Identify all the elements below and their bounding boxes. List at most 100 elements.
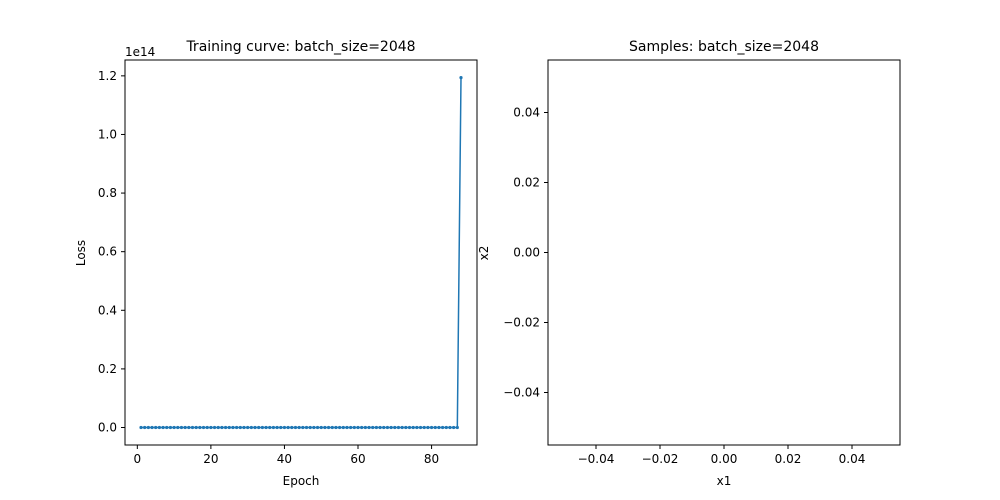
loss-data-point	[150, 425, 154, 430]
loss-data-point	[257, 425, 261, 430]
y-tick-label: 0.00	[513, 246, 540, 260]
loss-data-point	[356, 425, 360, 430]
y-tick-label: 0.02	[513, 176, 540, 190]
loss-data-point	[396, 425, 401, 430]
samples-y-axis-label: x2	[477, 246, 491, 261]
loss-series-line	[141, 77, 462, 429]
loss-data-point	[301, 425, 305, 430]
x-tick-label: 0.00	[711, 452, 738, 466]
loss-data-point	[360, 425, 364, 430]
training-curve-panel: Training curve: batch_size=2048 1e14 0 20…	[74, 39, 478, 488]
loss-data-point	[209, 425, 213, 430]
y-tick-label: −0.02	[503, 316, 540, 330]
loss-data-point	[231, 425, 235, 430]
y-tick-label: 0.6	[98, 245, 117, 259]
loss-data-point	[279, 425, 283, 430]
loss-data-point	[154, 425, 158, 430]
loss-data-point	[216, 425, 220, 430]
loss-data-point	[268, 425, 272, 430]
x-tick-label: −0.02	[642, 452, 679, 466]
training-curve-x-axis-label: Epoch	[283, 474, 320, 488]
loss-data-point	[260, 425, 264, 430]
loss-data-point	[187, 425, 191, 430]
x-tick-label: −0.04	[578, 452, 615, 466]
loss-data-point	[433, 425, 437, 430]
loss-data-point	[404, 425, 408, 430]
loss-data-point	[172, 425, 176, 430]
loss-data-point	[194, 425, 198, 430]
x-tick-label: 0.02	[775, 452, 802, 466]
loss-data-point	[143, 425, 147, 430]
loss-data-point	[161, 425, 165, 430]
loss-data-point	[345, 425, 349, 430]
loss-data-point	[312, 425, 316, 430]
loss-data-point	[275, 425, 279, 430]
loss-data-point	[422, 425, 426, 430]
loss-data-point	[290, 425, 294, 430]
loss-data-point	[349, 425, 353, 430]
training-curve-plot-area: 0 20 40 60 80 0.0 0.2 0.4 0.6 0.8 1.0 1.2	[98, 59, 478, 466]
loss-data-point	[205, 425, 209, 430]
loss-data-point	[223, 425, 228, 430]
loss-data-point	[282, 425, 287, 430]
loss-data-point	[330, 425, 334, 430]
x-tick-label: 20	[203, 452, 218, 466]
loss-data-point	[415, 425, 419, 430]
loss-data-point	[286, 425, 290, 430]
loss-data-point	[437, 425, 441, 430]
loss-data-point	[385, 425, 390, 430]
loss-data-point	[246, 425, 250, 430]
loss-data-point	[352, 425, 356, 430]
loss-data-point	[452, 425, 456, 430]
loss-data-point	[242, 425, 246, 430]
loss-data-point	[459, 76, 463, 80]
loss-data-point	[367, 425, 371, 430]
y-tick-label: 1.0	[98, 127, 117, 141]
loss-data-point	[444, 425, 448, 430]
loss-data-point	[326, 425, 331, 430]
loss-data-point	[371, 425, 375, 430]
loss-data-point	[378, 425, 382, 430]
loss-data-point	[165, 425, 169, 430]
loss-data-point	[429, 425, 434, 430]
y-tick-label: 0.4	[98, 303, 117, 317]
loss-data-point	[341, 425, 345, 430]
loss-data-point	[157, 425, 161, 430]
loss-data-point	[201, 425, 206, 430]
loss-data-point	[334, 425, 338, 430]
loss-data-point	[139, 425, 143, 430]
loss-data-point	[190, 425, 195, 430]
y-tick-label: 0.0	[98, 421, 117, 435]
y-tick-label: 0.8	[98, 186, 117, 200]
loss-data-point	[400, 425, 404, 430]
axes-frame	[124, 59, 478, 446]
loss-data-point	[253, 425, 257, 430]
loss-data-point	[220, 425, 224, 430]
training-curve-title: Training curve: batch_size=2048	[185, 39, 415, 55]
training-curve-y-axis-label: Loss	[74, 240, 88, 266]
loss-data-point	[235, 425, 239, 430]
loss-data-point	[146, 425, 150, 430]
x-tick-label: 0.04	[839, 452, 866, 466]
loss-data-point	[179, 425, 184, 430]
loss-data-point	[238, 425, 242, 430]
loss-data-point	[308, 425, 312, 430]
samples-x-axis-label: x1	[717, 474, 732, 488]
loss-data-point	[393, 425, 397, 430]
loss-data-point	[271, 425, 276, 430]
y-offset-label: 1e14	[125, 45, 155, 59]
loss-data-point	[168, 425, 173, 430]
loss-data-point	[407, 425, 412, 430]
loss-data-point	[382, 425, 386, 430]
x-tick-label: 60	[350, 452, 365, 466]
loss-data-point	[176, 425, 180, 430]
loss-data-point	[304, 425, 309, 430]
loss-data-point	[227, 425, 231, 430]
loss-data-point	[249, 425, 253, 430]
loss-data-point	[455, 425, 459, 430]
loss-data-point	[338, 425, 342, 430]
loss-data-point	[374, 425, 379, 430]
y-tick-label: 0.04	[513, 106, 540, 120]
loss-data-point	[315, 425, 320, 430]
